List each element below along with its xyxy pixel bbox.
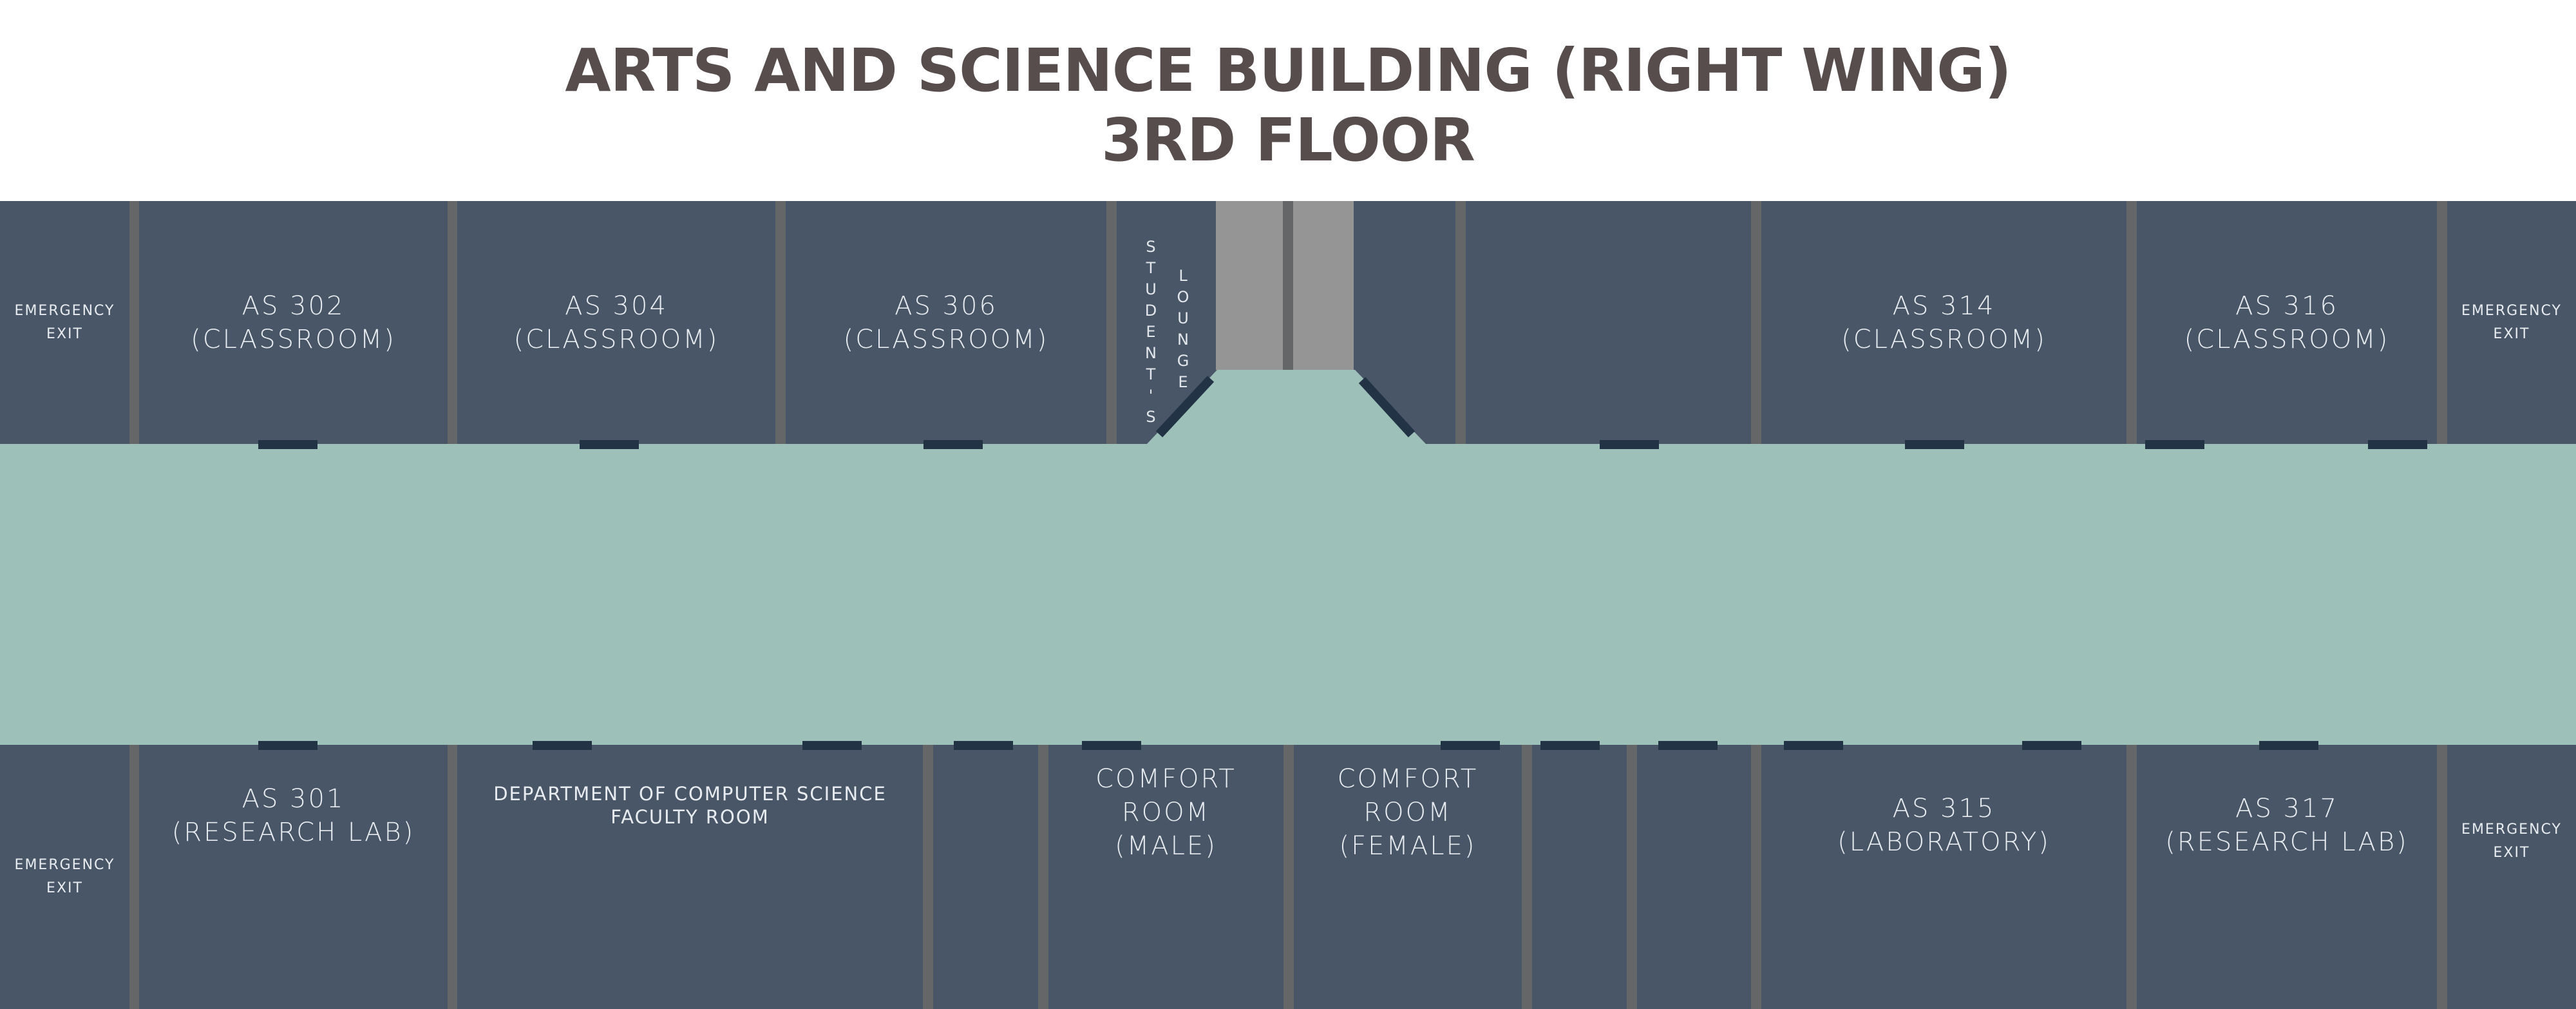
lounge-letter: E [1178, 373, 1188, 391]
room-as315[interactable]: AS 315 (LABORATORY) [1761, 745, 2126, 1009]
lounge-letter: U [1145, 280, 1157, 298]
lounge-letter: U [1177, 309, 1189, 327]
room-sublabel: EXIT [46, 880, 83, 896]
room-as306[interactable]: AS 306 (CLASSROOM) [786, 201, 1106, 444]
lounge-letter: E [1146, 323, 1156, 341]
dept-computer-science-faculty-room[interactable]: DEPARTMENT OF COMPUTER SCIENCE FACULTY R… [457, 745, 923, 1009]
room-type: (CLASSROOM) [1841, 324, 2047, 354]
room-label: EMERGENCY [14, 302, 115, 319]
room-type: (LABORATORY) [1837, 827, 2050, 857]
emergency-exit-bottom-right: EMERGENCY EXIT [2447, 745, 2576, 1009]
room-number: AS 314 [1892, 291, 1996, 321]
room-type: (CLASSROOM) [843, 324, 1049, 354]
lounge-letter: L [1179, 267, 1188, 285]
comfort-room-male[interactable]: COMFORT ROOM (MALE) [1048, 745, 1283, 1009]
room-number: AS 306 [895, 291, 998, 321]
room-as302[interactable]: AS 302 (CLASSROOM) [139, 201, 448, 444]
emergency-exit-top-right: EMERGENCY EXIT [2447, 201, 2576, 444]
room-label: COMFORT [1095, 764, 1236, 794]
door-dept-b[interactable] [802, 741, 862, 750]
lounge-letter: ' [1148, 387, 1153, 405]
room-type: (RESEARCH LAB) [2165, 827, 2409, 857]
room-type: (CLASSROOM) [191, 324, 396, 354]
lounge-letter: S [1146, 238, 1156, 256]
room-sublabel: EXIT [46, 325, 83, 342]
lounge-label-students: S T U D E N T ' S [1141, 236, 1160, 428]
door-unlabeled-bottom-2[interactable] [1540, 741, 1600, 750]
floor-plan-subtitle: 3RD FLOOR [1101, 106, 1475, 175]
room-type: (FEMALE) [1339, 831, 1477, 861]
floor-plan: EMERGENCY EXIT AS 302 (CLASSROOM) AS 304… [0, 201, 2576, 1009]
door-unlabeled-top[interactable] [1600, 440, 1659, 449]
lobby-wall-left [1155, 376, 1215, 437]
room-number: AS 316 [2235, 291, 2338, 321]
lobby-area [1146, 370, 1426, 445]
room-unlabeled-bottom-2[interactable] [1532, 745, 1627, 1009]
room-as316[interactable]: AS 316 (CLASSROOM) [2137, 201, 2437, 444]
door-as317[interactable] [2259, 741, 2318, 750]
lounge-letter: N [1145, 344, 1157, 362]
floor-plan-title: ARTS AND SCIENCE BUILDING (RIGHT WING) [565, 36, 2011, 105]
room-sublabel: EXIT [2493, 325, 2530, 342]
room-number: AS 302 [242, 291, 345, 321]
room-as317[interactable]: AS 317 (RESEARCH LAB) [2137, 745, 2437, 1009]
door-as304[interactable] [580, 440, 639, 449]
lounge-letter: N [1177, 331, 1189, 349]
comfort-room-female[interactable]: COMFORT ROOM (FEMALE) [1294, 745, 1522, 1009]
main-hallway [0, 444, 2576, 745]
door-as302[interactable] [258, 440, 317, 449]
lounge-letter: T [1146, 365, 1156, 383]
room-label: EMERGENCY [2461, 302, 2562, 319]
room-label: COMFORT [1337, 764, 1479, 794]
room-unlabeled-bottom-3[interactable] [1637, 745, 1751, 1009]
door-unlabeled-bottom-3[interactable] [1658, 741, 1718, 750]
lounge-letter: T [1146, 259, 1156, 277]
room-as304[interactable]: AS 304 (CLASSROOM) [457, 201, 775, 444]
room-sublabel: EXIT [2493, 845, 2530, 861]
room-number: AS 301 [242, 784, 345, 814]
room-type: (MALE) [1115, 831, 1217, 861]
lobby-floor [1146, 370, 1426, 445]
lounge-letter: D [1144, 302, 1157, 320]
door-comfort-room-female[interactable] [1441, 741, 1500, 750]
room-type: (RESEARCH LAB) [171, 818, 415, 847]
room-as301[interactable]: AS 301 (RESEARCH LAB) [139, 745, 448, 1009]
lobby-wall-right [1358, 377, 1416, 437]
door-as306[interactable] [923, 440, 983, 449]
room-label: EMERGENCY [14, 857, 115, 873]
lounge-letter: G [1177, 352, 1189, 370]
door-as315-a[interactable] [1784, 741, 1843, 750]
room-label-2: ROOM [1121, 798, 1211, 827]
room-unlabeled-bottom-1[interactable] [933, 745, 1038, 1009]
room-unlabeled-top[interactable] [1466, 201, 1751, 444]
door-dept-a[interactable] [533, 741, 592, 750]
door-as316-b[interactable] [2368, 440, 2427, 449]
room-label-2: ROOM [1363, 798, 1452, 827]
room-type: (CLASSROOM) [2184, 324, 2390, 354]
door-as314[interactable] [1905, 440, 1964, 449]
room-type: (CLASSROOM) [513, 324, 719, 354]
door-as301[interactable] [258, 741, 317, 750]
door-unlabeled-bottom-1[interactable] [954, 741, 1013, 750]
room-label: EMERGENCY [2461, 822, 2562, 838]
door-comfort-room-male[interactable] [1082, 741, 1141, 750]
room-number: AS 315 [1892, 794, 1996, 823]
room-number: AS 304 [565, 291, 668, 321]
lounge-letter: O [1177, 288, 1189, 306]
elevator-right [1293, 201, 1354, 370]
lounge-letter: S [1146, 408, 1156, 426]
emergency-exit-top-left: EMERGENCY EXIT [0, 201, 129, 444]
room-sublabel: FACULTY ROOM [611, 806, 770, 828]
room-as314[interactable]: AS 314 (CLASSROOM) [1761, 201, 2126, 444]
emergency-exit-bottom-left: EMERGENCY EXIT [0, 745, 129, 1009]
door-as316-a[interactable] [2145, 440, 2204, 449]
room-number: AS 317 [2235, 794, 2338, 823]
room-label: DEPARTMENT OF COMPUTER SCIENCE [493, 783, 887, 805]
door-as315-b[interactable] [2022, 741, 2081, 750]
elevator-left [1216, 201, 1283, 370]
